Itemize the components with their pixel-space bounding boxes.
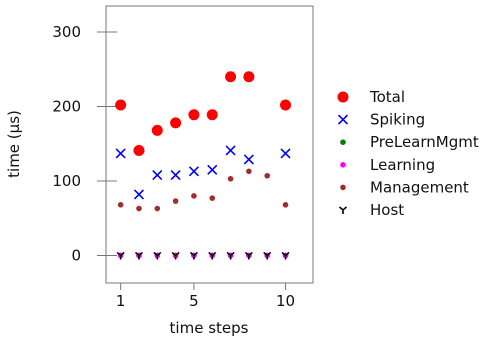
legend-item: Learning xyxy=(340,156,435,174)
data-point-management xyxy=(173,198,179,204)
data-point-management xyxy=(154,206,160,212)
data-point-total xyxy=(152,125,163,136)
y-tick-label: 200 xyxy=(52,98,81,116)
y-tick-label: 100 xyxy=(52,172,81,190)
data-point-total xyxy=(225,71,236,82)
legend-item: Total xyxy=(338,88,406,106)
legend-marker-management xyxy=(340,185,346,191)
data-point-spiking xyxy=(171,171,180,180)
data-point-management xyxy=(118,202,124,208)
data-point-management xyxy=(136,206,142,212)
data-point-spiking xyxy=(189,167,198,176)
data-point-total xyxy=(115,100,126,111)
y-tick-label: 300 xyxy=(52,23,81,41)
y-axis: 0 100 200 300 xyxy=(52,23,117,264)
data-point-management xyxy=(228,176,234,182)
data-marks xyxy=(115,71,291,259)
plot-frame xyxy=(106,6,313,283)
legend-item: Spiking xyxy=(339,111,426,129)
data-point-total xyxy=(280,100,291,111)
legend-label: Management xyxy=(370,178,469,196)
data-point-spiking xyxy=(134,190,143,199)
data-point-management xyxy=(191,193,197,199)
data-point-spiking xyxy=(116,149,125,158)
data-point-total xyxy=(207,109,218,120)
data-point-spiking xyxy=(153,171,162,180)
legend-item: Host xyxy=(340,201,405,219)
y-axis-label: time (µs) xyxy=(5,110,23,178)
legend-item: Management xyxy=(340,178,469,196)
legend-marker-spiking xyxy=(339,115,348,124)
legend-label: Total xyxy=(369,88,405,106)
x-tick-label: 1 xyxy=(116,292,126,310)
legend-label: Host xyxy=(370,201,404,219)
y-tick-label: 0 xyxy=(71,246,81,264)
legend-label: PreLearnMgmt xyxy=(370,133,479,151)
data-point-management xyxy=(283,202,289,208)
series-learning xyxy=(118,253,288,259)
legend-label: Learning xyxy=(370,156,435,174)
legend-marker-learning xyxy=(340,162,346,168)
x-tick-label: 5 xyxy=(189,292,199,310)
data-point-total xyxy=(170,117,181,128)
data-point-management xyxy=(246,169,252,175)
data-point-total xyxy=(188,109,199,120)
x-axis-label: time steps xyxy=(170,319,249,337)
data-point-management xyxy=(209,195,215,201)
data-point-total xyxy=(133,145,144,156)
legend-marker-total xyxy=(338,92,349,103)
series-total xyxy=(115,71,291,156)
legend-item: PreLearnMgmt xyxy=(340,133,479,151)
legend-label: Spiking xyxy=(370,111,425,129)
series-prelearnmgmt xyxy=(118,253,288,259)
data-point-management xyxy=(264,173,270,179)
data-point-spiking xyxy=(226,146,235,155)
legend-marker-prelearnmgmt xyxy=(340,139,346,145)
data-point-spiking xyxy=(281,149,290,158)
legend: Total Spiking PreLearnMgmt Learning Manageme… xyxy=(338,88,479,219)
x-axis: 1 5 10 xyxy=(116,283,295,310)
data-point-spiking xyxy=(208,165,217,174)
data-point-total xyxy=(243,71,254,82)
legend-marker-host xyxy=(340,207,347,214)
data-point-spiking xyxy=(244,155,253,164)
x-tick-label: 10 xyxy=(276,292,295,310)
series-host xyxy=(117,252,289,259)
